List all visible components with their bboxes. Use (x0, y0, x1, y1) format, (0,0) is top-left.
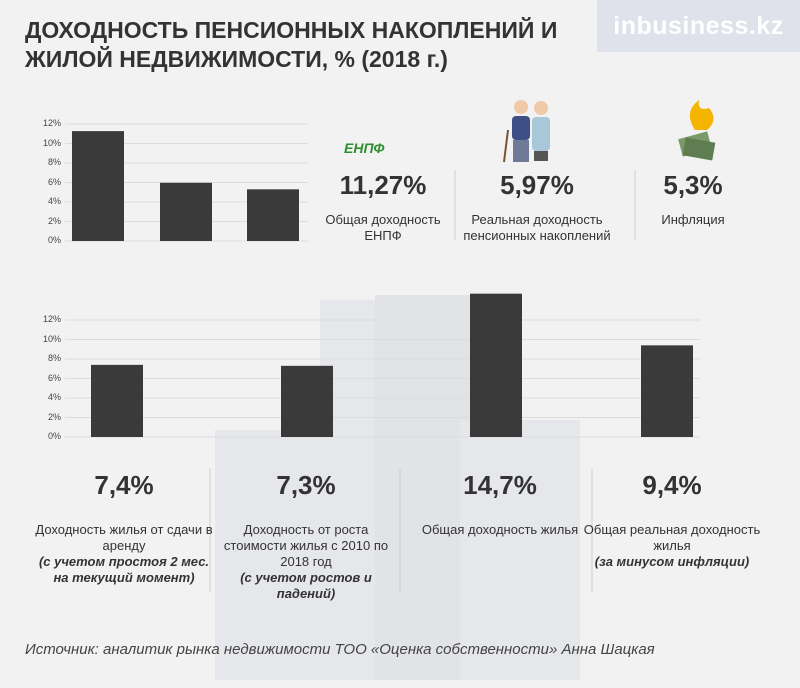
category-note: (за минусом инфляции) (594, 554, 750, 569)
y-tick-label: 4% (47, 392, 61, 402)
category-label: Общая доходность ЕНПФ (308, 212, 458, 244)
category-label: Общая доходность жилья (410, 522, 590, 538)
category-label: Реальная доходность пенсионных накоплени… (462, 212, 612, 244)
source: Источник: аналитик рынка недвижимости ТО… (25, 641, 655, 658)
category-label: Доходность от роста стоимости жилья с 20… (216, 522, 396, 602)
bar (72, 131, 124, 241)
y-tick-label: 10% (42, 137, 61, 148)
y-tick-label: 12% (42, 314, 61, 324)
y-tick-label: 8% (47, 157, 61, 167)
y-tick-label: 6% (47, 372, 61, 383)
y-tick-label: 12% (42, 118, 61, 128)
category-note: (с учетом простоя 2 мес. на текущий моме… (38, 554, 210, 585)
title: ДОХОДНОСТЬ ПЕНСИОННЫХ НАКОПЛЕНИЙ И ЖИЛОЙ… (25, 17, 558, 72)
bar (641, 345, 693, 437)
inflation-icon (678, 100, 716, 161)
bar (160, 182, 212, 241)
category-text: Доходность жилья от сдачи в аренду (35, 522, 213, 553)
value-label: 14,7% (463, 470, 537, 500)
y-tick-label: 2% (47, 411, 61, 422)
y-tick-label: 0% (47, 235, 61, 245)
category-label: Инфляция (618, 212, 768, 228)
value-label: 5,3% (663, 170, 723, 200)
y-tick-label: 2% (47, 215, 61, 226)
bar (470, 293, 522, 437)
logo-box: inbusiness.kz (597, 0, 800, 52)
category-label: Доходность жилья от сдачи в аренду (с уче… (34, 522, 214, 586)
category-note: (с учетом ростов и падений) (240, 570, 372, 601)
logo: inbusiness.kz (613, 12, 784, 40)
bar (247, 189, 299, 241)
value-label: 11,27% (339, 170, 427, 200)
y-tick-label: 4% (47, 196, 61, 206)
y-tick-label: 10% (42, 333, 61, 344)
bar (281, 365, 333, 437)
enpf-logo: ЕНПФ (344, 140, 385, 156)
bar (91, 364, 143, 437)
category-text: Реальная доходность пенсионных накоплени… (463, 212, 611, 243)
category-text: Общая реальная доходность жилья (583, 522, 761, 553)
y-tick-label: 8% (47, 353, 61, 363)
value-label: 7,4% (94, 470, 154, 500)
value-label: 9,4% (642, 470, 702, 500)
category-text: Доходность от роста стоимости жилья с 20… (223, 522, 389, 569)
y-tick-label: 0% (47, 431, 61, 441)
elderly-icon (503, 100, 550, 163)
y-tick-label: 6% (47, 176, 61, 187)
category-text: Общая доходность ЕНПФ (325, 212, 441, 243)
category-text: Инфляция (661, 212, 725, 227)
category-text: Общая доходность жилья (421, 522, 579, 537)
value-label: 5,97% (500, 170, 574, 200)
value-label: 7,3% (276, 470, 336, 500)
category-label: Общая реальная доходность жилья (за минус… (582, 522, 762, 570)
